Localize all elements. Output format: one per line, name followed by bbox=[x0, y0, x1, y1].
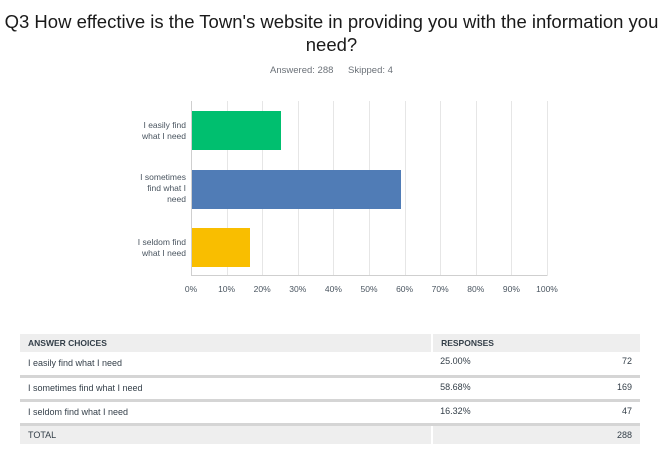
skipped-count: Skipped: 4 bbox=[348, 65, 393, 76]
header-responses: RESPONSES bbox=[431, 334, 640, 352]
bar-sometimes[interactable] bbox=[192, 170, 401, 209]
bar-label-sometimes: I sometimes find what I need bbox=[140, 172, 186, 204]
bar-seldom[interactable] bbox=[192, 228, 251, 267]
percent-cell: 25.00% bbox=[432, 352, 543, 378]
choice-cell: I seldom find what I need bbox=[20, 400, 433, 426]
total-count: 288 bbox=[542, 424, 640, 444]
bar-label-easily: I easily find what I need bbox=[142, 120, 186, 141]
total-row: TOTAL 288 bbox=[20, 424, 640, 444]
percent-cell: 16.32% bbox=[432, 400, 543, 426]
response-stats: Answered: 288 Skipped: 4 bbox=[0, 65, 663, 76]
bar-label-seldom: I seldom find what I need bbox=[137, 237, 186, 258]
x-axis bbox=[191, 275, 547, 276]
x-tick-label: 30% bbox=[289, 284, 307, 294]
gridline bbox=[404, 101, 406, 276]
count-cell: 72 bbox=[542, 352, 640, 378]
table-row: I easily find what I need 25.00% 72 bbox=[20, 352, 640, 378]
table-row: I sometimes find what I need 58.68% 169 bbox=[20, 376, 640, 402]
y-axis bbox=[191, 101, 192, 276]
choice-cell: I easily find what I need bbox=[20, 352, 433, 378]
question-title: Q3 How effective is the Town's website i… bbox=[4, 11, 659, 55]
total-label: TOTAL bbox=[20, 424, 433, 444]
gridline bbox=[511, 101, 513, 276]
x-tick-label: 0% bbox=[184, 284, 198, 294]
choice-cell: I sometimes find what I need bbox=[20, 376, 433, 402]
x-tick-label: 90% bbox=[502, 284, 520, 294]
x-tick-label: 10% bbox=[218, 284, 236, 294]
plot-area bbox=[191, 101, 548, 276]
header-answer-choices: ANSWER CHOICES bbox=[20, 334, 433, 352]
gridline bbox=[475, 101, 477, 276]
responses-table: ANSWER CHOICES RESPONSES I easily find w… bbox=[20, 334, 640, 444]
x-tick-label: 70% bbox=[431, 284, 449, 294]
percent-cell: 58.68% bbox=[432, 376, 543, 402]
table-header: ANSWER CHOICES RESPONSES bbox=[20, 334, 640, 352]
gridline bbox=[440, 101, 442, 276]
x-tick-label: 20% bbox=[253, 284, 271, 294]
x-tick-label: 100% bbox=[536, 284, 558, 294]
x-tick-label: 40% bbox=[324, 284, 342, 294]
table-row: I seldom find what I need 16.32% 47 bbox=[20, 400, 640, 426]
x-tick-label: 80% bbox=[467, 284, 485, 294]
x-tick-label: 60% bbox=[396, 284, 414, 294]
count-cell: 169 bbox=[542, 376, 640, 402]
count-cell: 47 bbox=[542, 400, 640, 426]
x-tick-label: 50% bbox=[360, 284, 378, 294]
gridline bbox=[547, 101, 548, 276]
answered-count: Answered: 288 bbox=[270, 65, 334, 76]
total-percent-empty bbox=[431, 424, 543, 444]
bar-easily[interactable] bbox=[192, 111, 281, 150]
